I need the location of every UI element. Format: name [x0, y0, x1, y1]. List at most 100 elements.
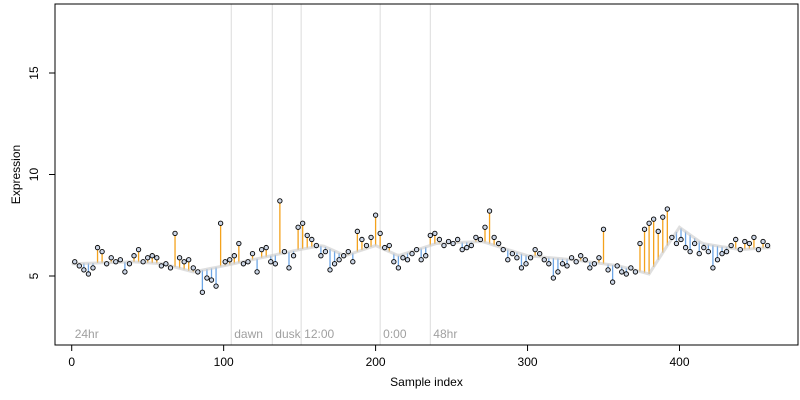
data-point — [755, 246, 762, 253]
data-point — [505, 257, 511, 263]
data-point — [714, 257, 721, 263]
data-point — [76, 263, 82, 269]
data-point — [391, 259, 397, 265]
data-point — [537, 251, 543, 257]
data-point — [441, 242, 447, 249]
data-point — [94, 244, 101, 251]
data-point — [290, 253, 297, 259]
data-point — [245, 259, 251, 265]
data-point — [413, 246, 420, 253]
data-point — [514, 255, 520, 261]
data-point — [733, 236, 739, 243]
data-point — [764, 242, 771, 249]
data-point — [140, 259, 146, 265]
data-point — [217, 220, 224, 226]
data-point — [263, 244, 269, 251]
plot-frame — [54, 3, 799, 346]
data-point — [81, 267, 87, 273]
data-point — [646, 220, 652, 226]
data-point — [682, 244, 689, 251]
x-tick-label: 100 — [214, 355, 234, 369]
data-point — [655, 228, 661, 234]
data-point — [122, 269, 128, 275]
data-point — [596, 255, 602, 261]
data-point — [158, 263, 165, 269]
data-point — [126, 261, 133, 267]
data-point — [555, 269, 561, 275]
data-point — [300, 220, 306, 226]
data-point — [454, 236, 461, 243]
data-point — [418, 257, 424, 263]
data-point — [117, 257, 123, 263]
data-point — [605, 267, 611, 273]
data-point — [309, 236, 315, 243]
data-point — [222, 259, 228, 265]
data-point — [760, 238, 766, 245]
phase-label: dusk — [275, 327, 301, 341]
data-point — [678, 236, 684, 243]
data-point — [258, 246, 265, 253]
data-point — [701, 244, 707, 251]
data-point — [687, 248, 693, 255]
data-point — [231, 253, 237, 259]
phase-label: 12:00 — [304, 327, 334, 341]
data-point — [382, 244, 388, 251]
data-point — [719, 251, 725, 257]
data-point — [728, 242, 734, 249]
phase-label: 48hr — [433, 327, 457, 341]
y-tick-label: 10 — [27, 168, 41, 182]
data-point — [527, 255, 534, 261]
data-point — [723, 248, 730, 255]
data-point — [350, 259, 356, 265]
x-tick-label: 200 — [366, 355, 386, 369]
data-point — [436, 236, 443, 243]
data-point — [468, 242, 474, 249]
data-point — [532, 246, 538, 253]
phase-label: 0:00 — [383, 327, 407, 341]
data-point — [268, 259, 274, 265]
data-point — [154, 255, 160, 261]
data-point — [359, 236, 365, 243]
x-axis: 0 100 200 300 400 — [68, 344, 690, 369]
data-point — [637, 240, 643, 247]
data-point — [99, 248, 105, 255]
data-point — [591, 261, 598, 267]
data-point — [190, 265, 196, 271]
data-point — [423, 253, 429, 259]
data-points — [72, 198, 771, 295]
data-point — [336, 257, 342, 263]
phase-markers: 24hr dawn dusk 12:00 0:00 48hr — [75, 4, 457, 345]
y-axis: 5 10 15 — [27, 66, 56, 279]
data-point — [459, 246, 465, 253]
data-point — [240, 261, 247, 267]
data-point — [249, 251, 256, 257]
data-point — [90, 265, 96, 271]
data-point — [500, 246, 506, 253]
data-point — [696, 251, 702, 257]
data-point — [486, 208, 493, 214]
data-point — [746, 240, 753, 247]
data-point — [167, 265, 174, 271]
y-tick-label: 5 — [27, 272, 41, 279]
data-point — [213, 283, 219, 289]
x-tick-label: 400 — [669, 355, 689, 369]
data-point — [651, 216, 657, 222]
data-point — [742, 238, 748, 245]
trend-line — [71, 225, 771, 276]
data-point — [304, 232, 310, 239]
data-point — [664, 206, 670, 212]
data-point — [491, 234, 497, 241]
data-point — [496, 240, 502, 247]
data-point — [482, 224, 488, 230]
data-point — [546, 261, 552, 267]
phase-label: 24hr — [75, 327, 99, 341]
data-point — [145, 255, 151, 261]
data-point — [660, 214, 666, 220]
data-point — [568, 255, 575, 261]
data-point — [318, 253, 324, 259]
data-point — [578, 253, 584, 259]
data-point — [199, 289, 206, 295]
x-tick-label: 300 — [518, 355, 538, 369]
data-point — [172, 230, 178, 237]
data-point — [149, 253, 155, 259]
